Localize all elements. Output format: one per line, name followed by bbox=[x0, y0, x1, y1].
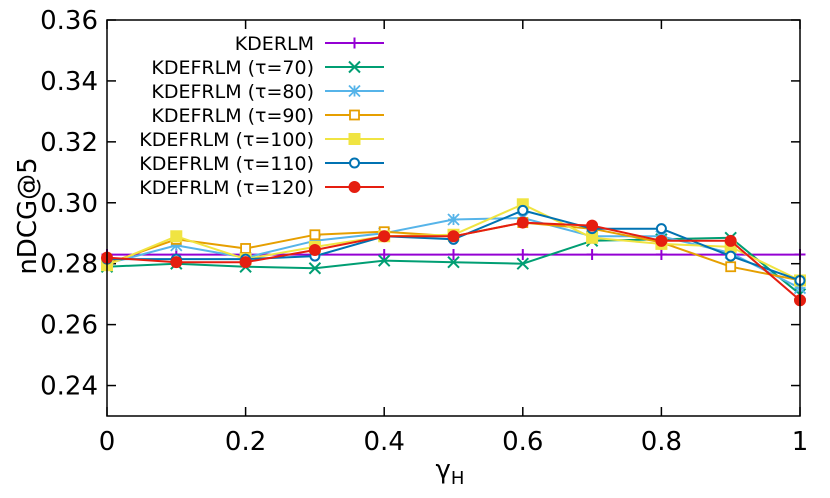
data-point bbox=[308, 243, 321, 256]
legend-label: KDEFRLM (τ=100) bbox=[139, 129, 314, 151]
legend-label: KDEFRLM (τ=110) bbox=[139, 153, 314, 175]
legend-marker bbox=[349, 157, 360, 169]
y-axis-ticks: 0.24 0.26 0.28 0.30 0.32 0.34 0.36 bbox=[40, 6, 800, 402]
y-tick-label: 0.26 bbox=[40, 311, 98, 341]
x-axis-title-symbol: γ bbox=[436, 455, 451, 485]
legend-item: KDERLM bbox=[235, 33, 384, 55]
data-point bbox=[240, 243, 252, 254]
x-tick-label: 0.6 bbox=[502, 427, 543, 457]
data-point bbox=[725, 250, 737, 262]
legend-label: KDERLM bbox=[235, 33, 314, 55]
legend-marker bbox=[348, 60, 361, 74]
data-point bbox=[586, 249, 598, 261]
y-tick-label: 0.36 bbox=[40, 6, 98, 36]
data-point bbox=[655, 223, 667, 235]
data-point bbox=[655, 249, 667, 261]
data-point bbox=[517, 204, 529, 216]
x-axis-title-subscript: H bbox=[451, 468, 465, 489]
x-axis-title: γH bbox=[436, 455, 465, 489]
plot-frame bbox=[106, 19, 801, 417]
data-point bbox=[378, 230, 391, 243]
y-tick-label: 0.24 bbox=[40, 372, 98, 402]
data-point bbox=[170, 256, 183, 269]
legend-item: KDEFRLM (τ=120) bbox=[139, 177, 384, 199]
data-point bbox=[239, 256, 252, 269]
legend-marker bbox=[348, 181, 361, 193]
legend-marker bbox=[349, 37, 360, 49]
data-point bbox=[309, 229, 321, 241]
legend-marker bbox=[348, 84, 361, 98]
x-tick-label: 1 bbox=[792, 427, 809, 457]
legend-item: KDEFRLM (τ=70) bbox=[151, 57, 384, 79]
y-tick-label: 0.34 bbox=[40, 67, 98, 97]
data-point bbox=[308, 262, 322, 275]
legend-item: KDEFRLM (τ=100) bbox=[139, 129, 384, 151]
data-point bbox=[655, 234, 668, 247]
data-point bbox=[308, 234, 322, 247]
x-tick-label: 0.4 bbox=[364, 427, 405, 457]
series-7 bbox=[101, 216, 806, 307]
y-tick-label: 0.30 bbox=[40, 189, 98, 219]
legend-item: KDEFRLM (τ=90) bbox=[151, 105, 384, 127]
x-tick-label: 0.2 bbox=[225, 427, 266, 457]
data-point bbox=[447, 255, 460, 269]
legend-label: KDEFRLM (τ=120) bbox=[139, 177, 314, 199]
data-point bbox=[447, 213, 460, 226]
data-point bbox=[170, 230, 183, 243]
data-point bbox=[516, 257, 530, 270]
x-axis-ticks: 0 0.2 0.4 0.6 0.8 1 bbox=[99, 20, 809, 457]
data-point bbox=[378, 249, 390, 261]
data-point bbox=[517, 249, 529, 261]
legend-item: KDEFRLM (τ=110) bbox=[139, 153, 384, 175]
x-tick-label: 0.8 bbox=[641, 427, 682, 457]
y-axis-title: nDCG@5 bbox=[13, 157, 43, 274]
data-point bbox=[377, 254, 391, 267]
legend-marker bbox=[349, 109, 360, 121]
data-point bbox=[447, 230, 460, 243]
x-tick-label: 0 bbox=[99, 427, 116, 457]
legend-label: KDEFRLM (τ=90) bbox=[151, 105, 314, 127]
data-point bbox=[170, 239, 183, 252]
data-point bbox=[516, 216, 529, 229]
data-point bbox=[448, 249, 459, 261]
legend-label: KDEFRLM (τ=70) bbox=[151, 57, 314, 79]
y-tick-label: 0.28 bbox=[40, 250, 98, 280]
legend-marker bbox=[348, 133, 361, 145]
data-point bbox=[586, 219, 599, 232]
legend-item: KDEFRLM (τ=80) bbox=[151, 81, 384, 103]
legend-label: KDEFRLM (τ=80) bbox=[151, 81, 314, 103]
series-layer bbox=[100, 198, 807, 307]
data-point bbox=[725, 261, 737, 273]
y-tick-label: 0.32 bbox=[40, 128, 98, 158]
data-point bbox=[724, 234, 737, 247]
